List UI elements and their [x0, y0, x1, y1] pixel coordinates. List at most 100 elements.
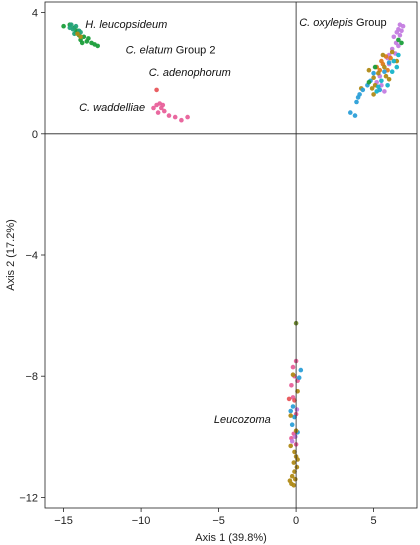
- data-point: [389, 69, 395, 74]
- data-point: [352, 113, 358, 118]
- data-point: [162, 108, 167, 114]
- data-point: [294, 407, 300, 412]
- data-point: [179, 117, 184, 123]
- data-point: [61, 23, 66, 29]
- data-point: [286, 396, 292, 402]
- data-point: [292, 449, 297, 455]
- data-point: [397, 22, 403, 28]
- data-point: [75, 31, 80, 37]
- data-point: [289, 383, 294, 388]
- data-point: [380, 52, 386, 58]
- group-label-ce: C. elatum Group 2: [126, 45, 216, 57]
- group-label-ca: C. adenophorum: [149, 67, 231, 79]
- data-point: [172, 114, 178, 120]
- group-label-hl: H. leucopsideum: [85, 19, 167, 31]
- data-point: [386, 77, 392, 82]
- data-point: [166, 113, 172, 118]
- data-point: [73, 23, 79, 29]
- y-tick-label: −12: [19, 492, 38, 504]
- data-point: [382, 69, 387, 74]
- data-point: [291, 483, 297, 488]
- data-point: [382, 64, 387, 70]
- data-point: [292, 414, 297, 420]
- data-point: [86, 36, 91, 41]
- data-point: [95, 43, 100, 49]
- data-point: [151, 105, 156, 111]
- data-point: [291, 460, 297, 465]
- data-point: [374, 89, 380, 94]
- data-point: [289, 422, 295, 428]
- data-point: [357, 92, 362, 97]
- data-point: [160, 102, 166, 108]
- data-point: [78, 34, 83, 40]
- data-point: [369, 86, 375, 91]
- data-point: [394, 64, 400, 70]
- data-point: [290, 372, 296, 378]
- data-point: [376, 70, 381, 76]
- data-point: [396, 43, 401, 49]
- data-point: [70, 27, 76, 32]
- data-point: [289, 473, 295, 479]
- y-tick-label: −4: [25, 250, 38, 262]
- data-point: [385, 83, 390, 88]
- data-point: [383, 73, 389, 79]
- data-point: [288, 408, 294, 414]
- data-point: [290, 364, 296, 370]
- data-point: [294, 464, 300, 470]
- x-tick-label: −5: [212, 515, 225, 527]
- data-point: [348, 110, 353, 115]
- y-tick-label: 4: [32, 8, 38, 20]
- data-point: [391, 58, 397, 64]
- data-point: [292, 398, 297, 403]
- plot-frame: [44, 1, 418, 509]
- data-point: [296, 375, 302, 381]
- data-point: [389, 49, 395, 55]
- data-point: [399, 40, 404, 46]
- y-tick-label: 0: [32, 129, 38, 141]
- data-point: [360, 87, 366, 93]
- ticks-layer: −15 −10 −5 0 5 4 0 −4 −8 −12: [19, 8, 376, 527]
- data-point: [292, 469, 297, 474]
- data-point: [396, 52, 401, 58]
- data-point: [382, 89, 387, 94]
- data-point: [366, 80, 372, 85]
- data-point: [298, 367, 304, 373]
- data-point: [399, 28, 404, 34]
- data-point: [185, 114, 190, 120]
- data-point: [288, 413, 294, 418]
- data-point: [366, 67, 372, 73]
- y-axis-title: Axis 2 (17.2%): [5, 219, 17, 291]
- data-point: [396, 37, 401, 43]
- data-point: [155, 110, 161, 115]
- data-point: [379, 78, 384, 84]
- x-tick-label: −10: [132, 515, 151, 527]
- annotations-layer: H. leucopsideum C. elatum Group 2 C. adeno…: [79, 17, 387, 426]
- x-tick-label: 5: [371, 515, 377, 527]
- x-tick-label: 0: [293, 515, 299, 527]
- group-label-lz: Leucozoma: [214, 414, 271, 426]
- data-point: [372, 64, 378, 70]
- data-point: [371, 70, 376, 76]
- x-tick-label: −15: [54, 515, 73, 527]
- data-point: [69, 22, 74, 28]
- data-point: [289, 439, 295, 444]
- data-point: [391, 34, 397, 40]
- data-point: [154, 87, 159, 93]
- data-point: [79, 40, 85, 46]
- data-point: [288, 443, 294, 449]
- data-point: [386, 60, 392, 65]
- data-point: [371, 92, 376, 97]
- data-point: [81, 34, 87, 40]
- data-point: [371, 75, 376, 80]
- data-point: [293, 476, 298, 482]
- data-point: [354, 99, 359, 105]
- data-point: [290, 404, 296, 409]
- group-label-co: C. oxylepis Group: [299, 17, 386, 29]
- data-point: [397, 33, 403, 38]
- data-point: [376, 84, 381, 90]
- x-axis-title: Axis 1 (39.8%): [195, 532, 267, 544]
- y-tick-label: −8: [25, 371, 38, 383]
- data-point: [293, 434, 298, 440]
- data-point: [388, 55, 393, 61]
